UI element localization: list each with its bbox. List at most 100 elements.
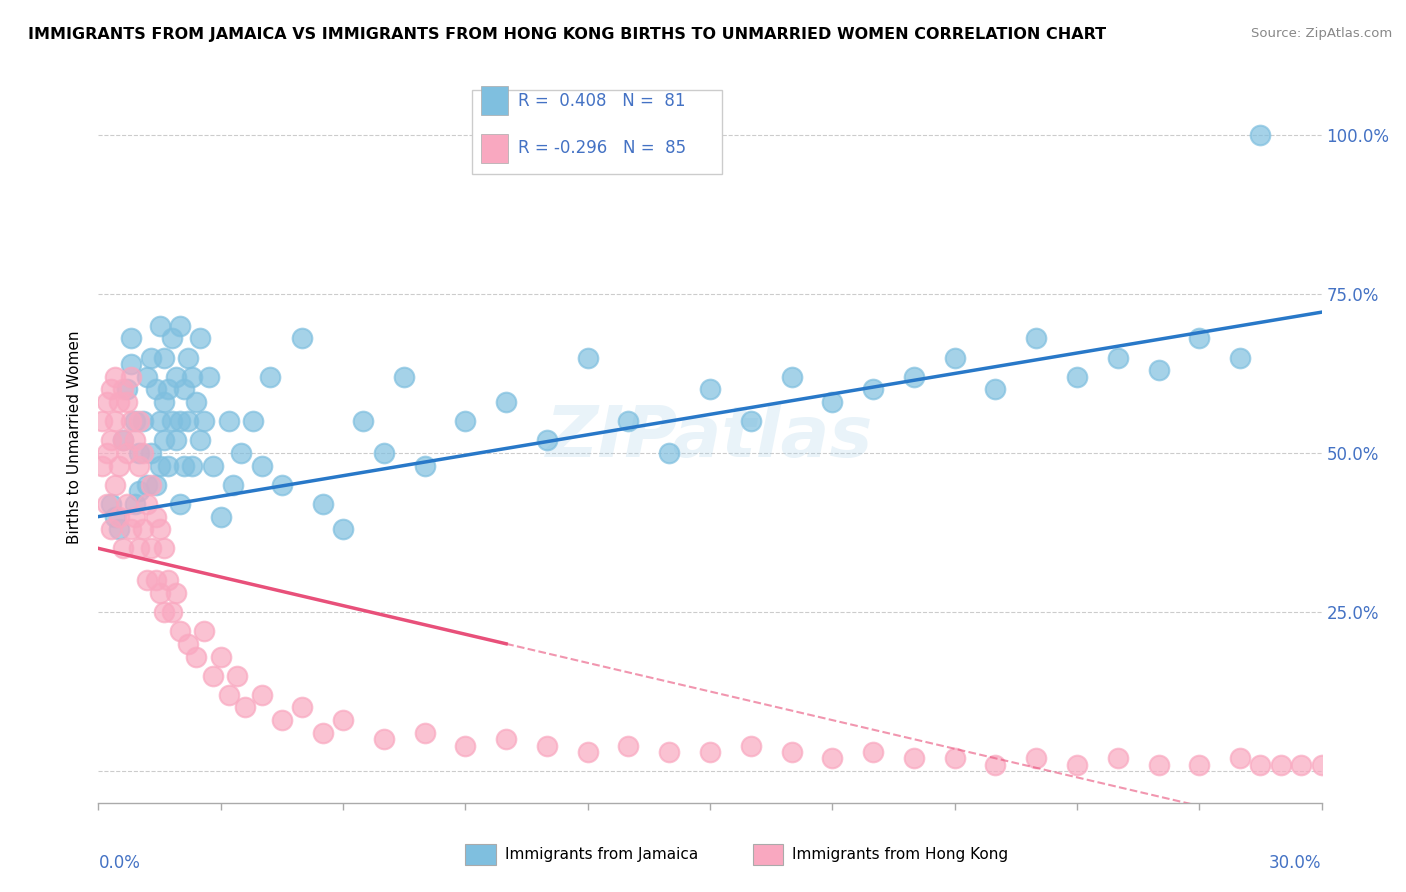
Point: [699, 745, 721, 759]
Point: [169, 318, 191, 333]
FancyBboxPatch shape: [471, 90, 723, 174]
Point: [454, 414, 477, 428]
Point: [780, 745, 803, 759]
Point: [149, 318, 172, 333]
Point: [218, 688, 240, 702]
Point: [165, 586, 187, 600]
Text: R =  0.408   N =  81: R = 0.408 N = 81: [517, 92, 686, 110]
Point: [149, 522, 172, 536]
Point: [1188, 331, 1211, 345]
Point: [222, 477, 245, 491]
Point: [145, 509, 167, 524]
Point: [160, 414, 183, 428]
Point: [392, 369, 416, 384]
Point: [291, 700, 314, 714]
Point: [197, 369, 219, 384]
Point: [141, 351, 163, 365]
Point: [1107, 751, 1129, 765]
Point: [152, 541, 174, 556]
Point: [984, 383, 1007, 397]
Point: [231, 446, 253, 460]
Point: [1107, 351, 1129, 365]
Point: [141, 477, 163, 491]
Point: [156, 573, 179, 587]
Point: [658, 446, 681, 460]
Point: [111, 434, 134, 448]
Point: [128, 446, 150, 460]
Point: [576, 351, 599, 365]
Point: [259, 369, 281, 384]
Point: [270, 713, 294, 727]
Point: [373, 732, 395, 747]
Point: [115, 395, 138, 409]
Point: [495, 732, 517, 747]
Point: [100, 383, 122, 397]
Point: [218, 414, 240, 428]
Point: [152, 395, 174, 409]
Point: [862, 383, 884, 397]
Point: [188, 331, 212, 345]
Point: [250, 688, 273, 702]
Point: [186, 649, 208, 664]
Point: [1188, 757, 1211, 772]
Point: [165, 434, 187, 448]
Point: [91, 414, 114, 428]
Point: [177, 414, 200, 428]
Point: [780, 369, 803, 384]
Point: [173, 458, 195, 473]
Point: [124, 497, 146, 511]
Point: [124, 509, 146, 524]
Point: [120, 414, 142, 428]
Point: [373, 446, 395, 460]
Point: [141, 541, 163, 556]
Point: [1147, 363, 1170, 377]
Point: [943, 351, 966, 365]
Y-axis label: Births to Unmarried Women: Births to Unmarried Women: [67, 330, 83, 544]
Point: [242, 414, 264, 428]
Point: [160, 331, 183, 345]
Point: [177, 351, 200, 365]
Point: [862, 745, 884, 759]
Point: [115, 383, 138, 397]
Point: [128, 541, 150, 556]
Point: [124, 434, 146, 448]
Point: [152, 434, 174, 448]
Point: [120, 357, 142, 371]
Point: [120, 369, 142, 384]
Text: IMMIGRANTS FROM JAMAICA VS IMMIGRANTS FROM HONG KONG BIRTHS TO UNMARRIED WOMEN C: IMMIGRANTS FROM JAMAICA VS IMMIGRANTS FR…: [28, 27, 1107, 42]
Point: [1229, 351, 1251, 365]
Point: [1270, 757, 1292, 772]
Point: [145, 477, 167, 491]
Text: Immigrants from Hong Kong: Immigrants from Hong Kong: [792, 847, 1008, 863]
Point: [332, 713, 354, 727]
Point: [124, 414, 146, 428]
Point: [104, 509, 127, 524]
Point: [352, 414, 374, 428]
Text: ZIPatlas: ZIPatlas: [547, 402, 873, 472]
Point: [100, 522, 122, 536]
Bar: [752, 845, 783, 865]
Point: [141, 446, 163, 460]
Point: [740, 414, 762, 428]
Point: [156, 383, 179, 397]
Point: [149, 458, 172, 473]
Point: [152, 351, 174, 365]
Point: [156, 458, 179, 473]
Text: 0.0%: 0.0%: [98, 854, 141, 872]
Text: Source: ZipAtlas.com: Source: ZipAtlas.com: [1251, 27, 1392, 40]
Point: [1249, 128, 1271, 142]
Point: [132, 522, 155, 536]
Point: [169, 497, 191, 511]
Point: [536, 434, 558, 448]
Point: [1025, 331, 1047, 345]
Point: [149, 586, 172, 600]
Point: [145, 573, 167, 587]
Point: [173, 383, 195, 397]
Bar: [465, 845, 496, 865]
Point: [332, 522, 354, 536]
Point: [454, 739, 477, 753]
Point: [136, 369, 159, 384]
Point: [100, 434, 122, 448]
Point: [658, 745, 681, 759]
Point: [1291, 757, 1313, 772]
